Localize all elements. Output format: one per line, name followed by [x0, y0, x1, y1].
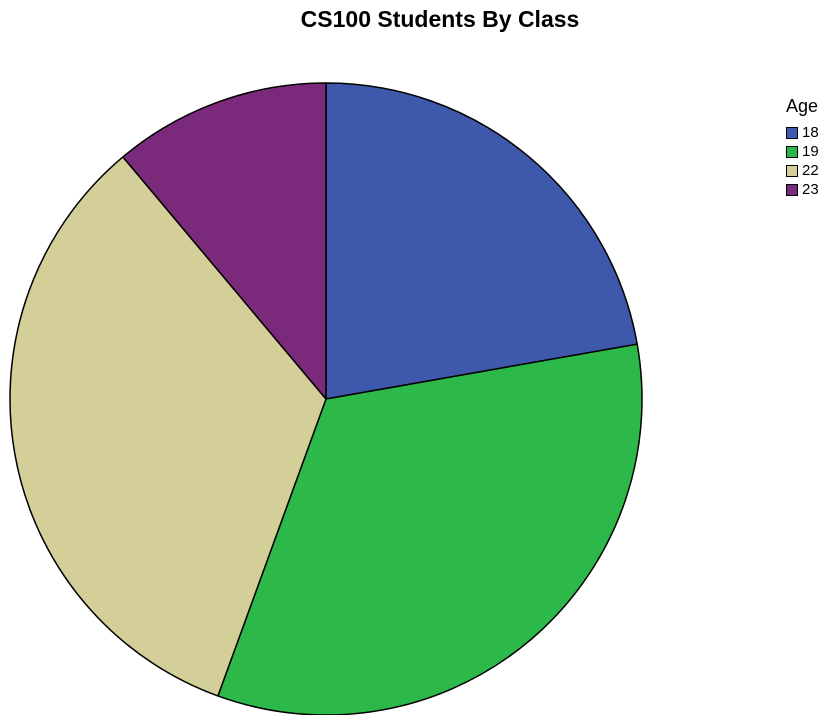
pie-slice-23 — [122, 82, 327, 400]
legend-swatch-18 — [786, 126, 798, 139]
pie-slices — [9, 82, 643, 715]
legend-title: Age — [786, 96, 819, 116]
legend-swatch-23 — [786, 183, 798, 196]
legend-item-23: 23 — [786, 180, 819, 199]
legend-item-22: 22 — [786, 161, 819, 180]
legend: Age 18 19 22 23 — [780, 96, 819, 199]
legend-item-18: 18 — [786, 123, 819, 142]
legend-label-19: 19 — [802, 143, 819, 160]
legend-item-19: 19 — [786, 142, 819, 161]
pie-slice-18 — [325, 82, 638, 400]
legend-swatch-22 — [786, 164, 798, 177]
chart-title: CS100 Students By Class — [300, 6, 580, 32]
pie-slice-19 — [217, 343, 643, 715]
legend-label-22: 22 — [802, 162, 819, 179]
legend-swatch-19 — [786, 145, 798, 158]
pie-slice-22 — [9, 156, 327, 697]
legend-label-18: 18 — [802, 124, 819, 141]
legend-items: 18 19 22 23 — [780, 123, 819, 199]
legend-label-23: 23 — [802, 181, 819, 198]
